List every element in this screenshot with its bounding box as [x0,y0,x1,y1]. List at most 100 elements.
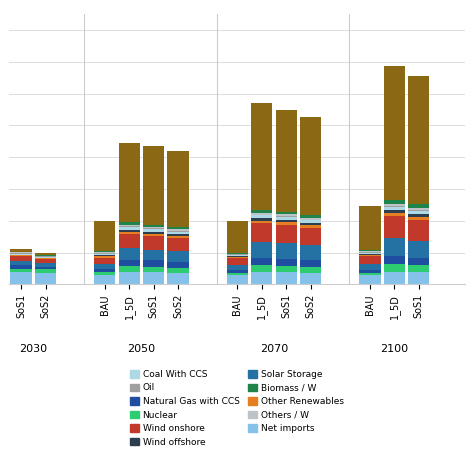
Bar [384,213,405,216]
Bar [275,211,297,214]
Bar [408,258,429,265]
Bar [275,225,297,243]
Bar [35,269,56,273]
Bar [384,256,405,264]
Bar [251,242,273,258]
Text: 2100: 2100 [380,344,409,354]
Bar [118,226,140,227]
Bar [275,259,297,265]
Bar [167,236,189,238]
Bar [35,256,56,257]
Bar [10,268,32,273]
Bar [143,234,164,236]
Bar [10,273,32,284]
Bar [251,265,273,273]
Bar [300,117,321,215]
Bar [384,66,405,200]
Bar [143,273,164,284]
Bar [94,221,116,251]
Bar [118,143,140,222]
Text: 2050: 2050 [128,344,155,354]
Bar [35,258,56,259]
Bar [10,255,32,256]
Bar [143,146,164,225]
Bar [359,252,381,253]
Bar [275,273,297,284]
Bar [227,257,248,258]
Bar [251,273,273,284]
Bar [408,214,429,217]
Bar [300,225,321,228]
Bar [118,266,140,273]
Bar [118,260,140,266]
Bar [359,255,381,256]
Bar [167,231,189,232]
Bar [251,210,273,213]
Bar [300,260,321,266]
Bar [251,219,273,221]
Bar [300,223,321,225]
Bar [384,272,405,284]
Bar [10,256,32,261]
Bar [167,229,189,231]
Bar [275,217,297,220]
Bar [251,223,273,242]
Bar [143,260,164,266]
Bar [35,255,56,256]
Bar [94,264,116,269]
Bar [251,213,273,215]
Bar [359,270,381,273]
Bar [251,258,273,265]
Bar [275,220,297,222]
Bar [251,215,273,219]
Bar [300,220,321,223]
Bar [167,232,189,234]
Bar [143,228,164,229]
Bar [359,206,381,250]
Bar [275,243,297,259]
Bar [10,253,32,254]
Bar [359,273,381,275]
Bar [408,241,429,258]
Bar [384,264,405,272]
Bar [227,256,248,257]
Bar [118,232,140,234]
Bar [35,253,56,255]
Bar [167,238,189,251]
Bar [35,259,56,263]
Bar [35,257,56,258]
Bar [384,206,405,207]
Bar [94,275,116,284]
Bar [94,255,116,256]
Bar [300,246,321,260]
Bar [167,151,189,227]
Bar [94,252,116,253]
Bar [384,210,405,213]
Bar [275,265,297,273]
Bar [94,256,116,258]
Bar [408,219,429,241]
Bar [94,254,116,255]
Bar [143,229,164,232]
Bar [167,262,189,267]
Bar [227,265,248,270]
Bar [359,250,381,251]
Bar [251,103,273,210]
Bar [227,255,248,256]
Bar [408,273,429,284]
Bar [408,75,429,204]
Bar [300,215,321,218]
Bar [118,248,140,260]
Bar [143,232,164,234]
Bar [275,110,297,211]
Legend: Coal With CCS, Oil, Natural Gas with CCS, Nuclear, Wind onshore, Wind offshore, : Coal With CCS, Oil, Natural Gas with CCS… [130,370,344,447]
Bar [10,252,32,253]
Bar [35,273,56,284]
Bar [384,238,405,256]
Bar [143,225,164,227]
Bar [359,254,381,255]
Bar [227,270,248,273]
Bar [118,225,140,226]
Bar [10,261,32,265]
Bar [275,216,297,217]
